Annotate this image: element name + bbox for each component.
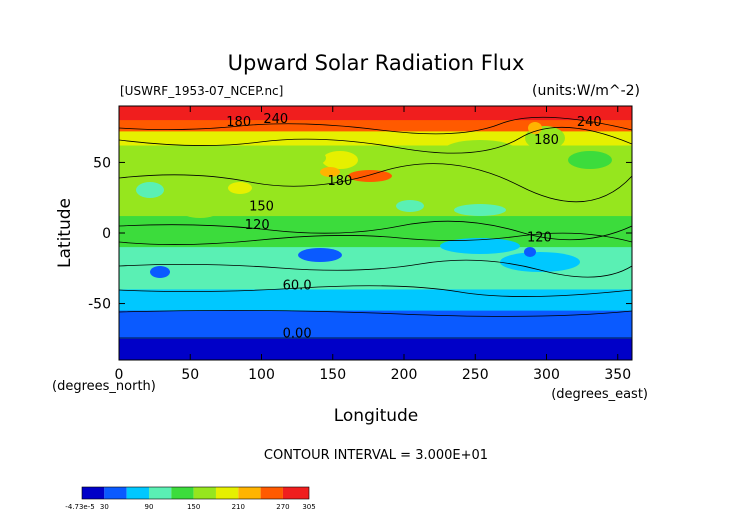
colorbar-swatch — [193, 487, 216, 499]
field-patch — [322, 151, 358, 169]
colorbar-min-label: -4.73e-5 — [65, 503, 94, 511]
x-tick-label: 200 — [391, 367, 418, 383]
chart-title: Upward Solar Radiation Flux — [228, 51, 525, 75]
y-tick-label: 50 — [93, 155, 111, 171]
field-patch — [274, 148, 326, 168]
contour-label: 240 — [263, 112, 288, 127]
contour-line — [119, 232, 632, 245]
field-patch — [244, 197, 276, 211]
x-tick-label: 350 — [604, 367, 631, 383]
field-patch — [136, 182, 164, 198]
colorbar-frame — [81, 486, 310, 500]
contour-label: 180 — [226, 115, 251, 130]
contour-label: 150 — [249, 199, 274, 214]
contour-label: 240 — [577, 115, 602, 130]
file-label: [USWRF_1953-07_NCEP.nc] — [120, 84, 283, 98]
field-patch — [298, 248, 342, 262]
contour-label: 180 — [327, 174, 352, 189]
colorbar-tick-label: 305 — [302, 503, 315, 511]
x-axis-label: Longitude — [334, 406, 419, 426]
colorbar-tick-label: 150 — [187, 503, 200, 511]
field-patch — [444, 140, 516, 160]
colorbar-swatch — [171, 487, 194, 499]
contour-line — [119, 310, 632, 317]
colorbar-tick-label: 210 — [232, 503, 245, 511]
field-patch — [320, 167, 340, 177]
contour-label: 120 — [527, 230, 552, 245]
zonal-band — [119, 233, 632, 248]
x-tick-label: 300 — [533, 367, 560, 383]
zonal-band — [119, 106, 632, 121]
colorbar-swatch — [126, 487, 149, 499]
contour-line — [119, 285, 632, 297]
field-patch — [348, 170, 392, 182]
contour-label: 120 — [245, 218, 270, 233]
field-patch — [528, 122, 542, 134]
field-patch — [440, 238, 520, 254]
colorbar-swatch — [282, 487, 309, 499]
colorbar-swatch — [148, 487, 172, 499]
colorbar-swatch — [215, 487, 239, 499]
x-tick-label: 250 — [462, 367, 489, 383]
field-patch — [150, 266, 170, 278]
contour-label: 0.00 — [283, 326, 312, 341]
contour-line — [119, 163, 632, 203]
colorbar-swatch — [238, 487, 261, 499]
zonal-band — [119, 310, 632, 340]
x-tick-label: 0 — [115, 367, 124, 383]
zonal-band — [119, 289, 632, 312]
units-label: (units:W/m^-2) — [532, 83, 640, 99]
contour-line — [119, 259, 632, 278]
colorbar-tick-label: 30 — [100, 503, 109, 511]
y-axis-label: Latitude — [55, 198, 75, 268]
x-tick-label: 50 — [181, 367, 199, 383]
field-patch — [396, 200, 424, 212]
field-patch — [500, 252, 580, 272]
contour-line — [119, 220, 632, 241]
y-tick-label: -50 — [88, 297, 111, 313]
zonal-band — [119, 145, 632, 170]
contour-line — [119, 116, 632, 135]
field-patch — [180, 202, 220, 218]
heatmap-field: 180 240 240 180 180 150 120 120 60.0 0.00 — [119, 106, 632, 360]
x-tick-label: 150 — [319, 367, 346, 383]
field-patch — [524, 247, 536, 257]
y-tick-label: 0 — [102, 226, 111, 242]
colorbar-tick-label: 270 — [276, 503, 289, 511]
zonal-band — [119, 268, 632, 290]
field-patch — [568, 151, 612, 169]
contour-label: 60.0 — [283, 278, 312, 293]
contour-line — [119, 126, 632, 154]
colorbar-swatch — [104, 487, 127, 499]
colorbar-swatch — [82, 487, 105, 499]
field-patch — [220, 222, 260, 234]
zonal-band — [119, 338, 632, 360]
colorbar-swatch — [260, 487, 283, 499]
zonal-band — [119, 120, 632, 132]
y-unit-label: (degrees_north) — [52, 379, 156, 394]
field-patch — [228, 182, 252, 194]
x-unit-label: (degrees_east) — [551, 387, 648, 402]
field-patch — [454, 204, 506, 216]
x-tick-label: 100 — [248, 367, 275, 383]
colorbar-tick-label: 90 — [145, 503, 154, 511]
contour-interval-text: CONTOUR INTERVAL = 3.000E+01 — [264, 448, 488, 463]
colorbar — [81, 486, 310, 500]
contour-label: 180 — [534, 133, 559, 148]
zonal-band — [119, 131, 632, 147]
